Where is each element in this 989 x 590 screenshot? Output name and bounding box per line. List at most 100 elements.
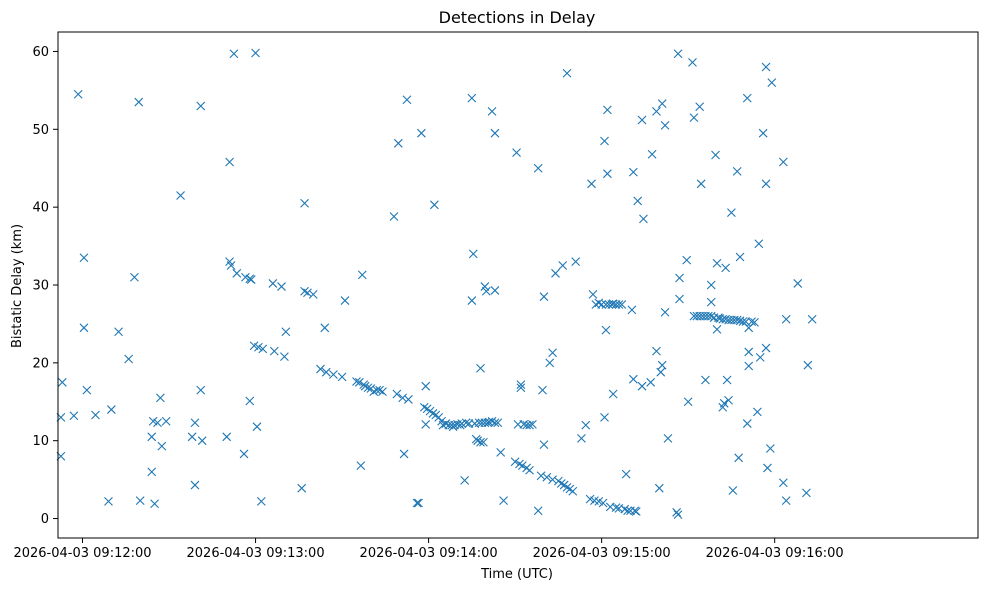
data-point — [297, 483, 307, 493]
data-point — [803, 360, 813, 370]
data-point — [657, 99, 667, 109]
data-point — [587, 179, 596, 189]
y-tick-label: 50 — [32, 123, 49, 138]
data-point — [69, 411, 79, 421]
data-point — [356, 461, 366, 470]
data-point — [598, 498, 608, 508]
data-point — [79, 253, 89, 263]
data-point — [600, 412, 609, 422]
data-point — [802, 488, 811, 498]
data-point — [130, 272, 139, 282]
data-point — [378, 387, 387, 397]
data-point — [571, 257, 581, 267]
data-point — [752, 407, 762, 417]
data-point — [778, 157, 788, 167]
data-point — [703, 311, 713, 321]
data-point — [763, 463, 772, 473]
data-point — [225, 157, 234, 167]
data-point — [701, 375, 710, 385]
data-point — [157, 441, 167, 451]
data-point — [124, 354, 134, 364]
data-point — [57, 377, 67, 387]
data-point — [719, 398, 729, 408]
y-tick-label: 30 — [32, 279, 49, 294]
data-point — [91, 410, 100, 420]
data-point — [617, 300, 627, 309]
data-point — [734, 453, 744, 463]
data-point — [428, 409, 438, 418]
data-point — [621, 469, 631, 479]
data-point — [153, 418, 162, 428]
data-point — [675, 273, 684, 283]
data-point — [781, 496, 791, 506]
data-point — [755, 353, 765, 362]
data-point — [416, 128, 426, 138]
data-point — [161, 416, 171, 426]
data-point — [106, 405, 116, 414]
data-point — [155, 393, 165, 403]
data-point — [375, 385, 384, 395]
data-point — [588, 289, 598, 299]
data-point — [246, 275, 256, 284]
data-point — [623, 506, 632, 516]
y-tick-label: 0 — [41, 512, 49, 527]
data-point — [652, 346, 661, 356]
data-point — [476, 363, 485, 373]
y-axis-ticks: 0 10 20 30 40 50 60 — [32, 45, 58, 527]
data-point — [628, 374, 638, 384]
data-point — [562, 68, 572, 78]
data-point — [300, 286, 309, 296]
data-point — [340, 296, 350, 305]
data-point — [517, 461, 527, 470]
data-point — [337, 372, 347, 382]
data-point — [363, 383, 373, 393]
data-point — [190, 480, 200, 490]
axes-frame — [57, 31, 979, 539]
data-point — [114, 327, 123, 337]
data-point — [303, 288, 312, 298]
data-point — [712, 258, 722, 268]
data-point — [481, 286, 491, 296]
data-point — [82, 385, 92, 395]
data-point — [493, 418, 503, 428]
data-point — [499, 496, 508, 506]
data-point — [727, 208, 736, 217]
data-point — [369, 387, 379, 397]
data-point — [354, 377, 364, 387]
data-point — [421, 381, 431, 391]
data-point — [252, 422, 262, 432]
data-point — [614, 300, 624, 309]
data-point — [329, 370, 338, 379]
plot-area — [58, 32, 978, 538]
data-point — [765, 444, 775, 453]
data-point — [556, 479, 566, 488]
data-point — [135, 496, 145, 506]
data-point — [357, 270, 367, 280]
data-point — [673, 49, 683, 59]
data-point — [778, 478, 788, 488]
data-point — [620, 504, 630, 514]
data-point — [473, 436, 483, 446]
data-point — [316, 364, 325, 374]
x-tick-label: 2026-04-03 09:15:00 — [533, 546, 671, 561]
data-point — [528, 419, 537, 429]
data-point — [722, 375, 732, 385]
data-point — [150, 499, 160, 509]
data-point — [637, 115, 647, 125]
data-point — [742, 419, 752, 428]
data-point — [711, 150, 720, 160]
data-point — [389, 212, 399, 221]
data-point — [104, 497, 113, 506]
data-point — [441, 419, 451, 428]
data-point — [320, 323, 330, 333]
data-point — [735, 252, 745, 262]
data-point — [490, 128, 500, 138]
data-point — [744, 361, 754, 371]
data-point — [256, 497, 266, 506]
data-point — [601, 325, 611, 335]
data-point — [551, 268, 560, 278]
data-point — [767, 78, 777, 87]
data-point — [516, 380, 526, 390]
data-point — [512, 148, 521, 158]
data-point — [79, 323, 89, 333]
